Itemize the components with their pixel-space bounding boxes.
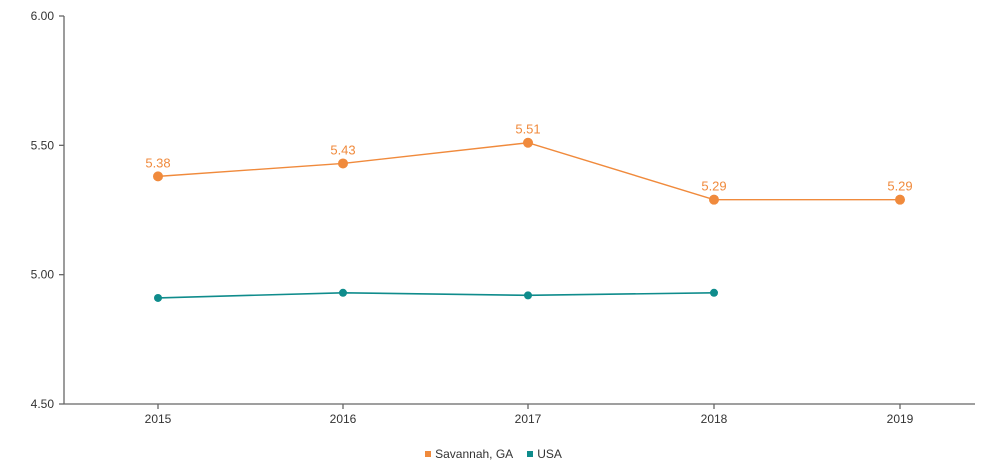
data-label-savannah-ga: 5.29 [887,179,912,194]
series-line-savannah-ga [157,142,900,201]
x-tick-label: 2019 [887,412,914,426]
x-tick-label: 2017 [515,412,542,426]
x-tick-label: 2018 [701,412,728,426]
y-tick-label: 5.50 [31,138,55,152]
x-tick-label: 2016 [330,412,357,426]
data-point-usa [524,291,532,300]
data-point-usa [710,288,718,297]
data-point-savannah-ga [523,137,533,148]
legend: Savannah, GA USA [0,447,987,461]
legend-item-savannah: Savannah, GA [425,447,513,461]
data-point-savannah-ga [709,194,719,205]
data-label-savannah-ga: 5.43 [330,142,355,157]
data-label-savannah-ga: 5.29 [701,179,726,194]
data-point-usa [154,293,162,302]
legend-item-usa: USA [527,447,562,461]
y-tick-label: 5.00 [31,268,55,282]
data-point-usa [339,288,347,297]
y-tick-label: 6.00 [31,9,55,23]
data-label-savannah-ga: 5.51 [515,122,540,137]
data-label-savannah-ga: 5.38 [145,155,170,170]
x-tick-label: 2015 [145,412,172,426]
legend-swatch-savannah [425,451,432,457]
legend-label-usa: USA [537,447,562,461]
legend-label-savannah: Savannah, GA [435,447,514,461]
legend-swatch-usa [527,451,534,457]
y-tick-label: 4.50 [31,397,55,411]
series-line-usa [157,291,715,299]
data-point-savannah-ga [338,158,348,169]
data-point-savannah-ga [153,171,163,182]
data-point-savannah-ga [895,194,905,205]
